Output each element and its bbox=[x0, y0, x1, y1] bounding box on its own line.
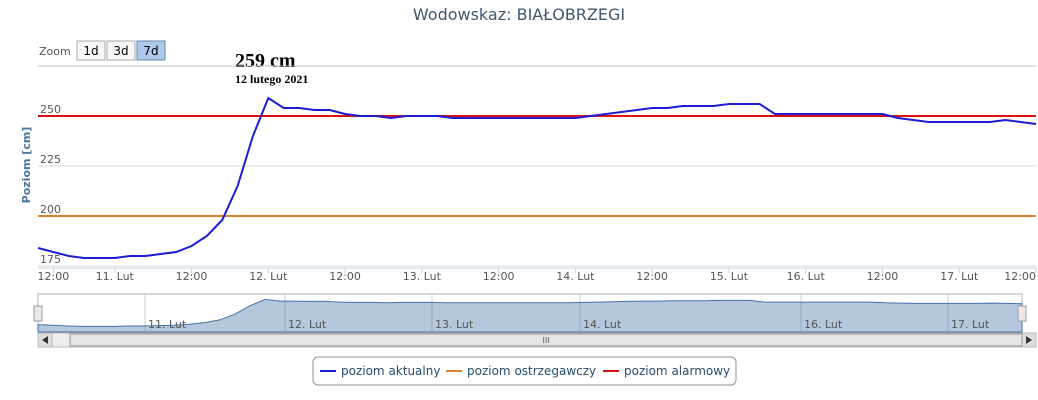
series-line bbox=[37, 96, 1037, 259]
navigator-area bbox=[37, 298, 1023, 333]
x-tick-label: 12:00 bbox=[329, 270, 361, 283]
x-tick-label: 12:00 bbox=[1004, 270, 1036, 283]
y-tick-label: 175 bbox=[40, 253, 61, 266]
navigator-label: 12. Lut bbox=[288, 318, 327, 331]
x-tick-label: 12:00 bbox=[636, 270, 668, 283]
arrow-right bbox=[1026, 336, 1032, 344]
navigator-label: 16. Lut bbox=[804, 318, 843, 331]
x-tick-label: 16. Lut bbox=[787, 270, 826, 283]
y-tick-label: 250 bbox=[40, 103, 61, 116]
y-tick-label: 200 bbox=[40, 203, 61, 216]
navigator-handle[interactable] bbox=[1017, 305, 1027, 322]
zoom-label: Zoom bbox=[39, 45, 71, 58]
navigator-label: 17. Lut bbox=[951, 318, 990, 331]
legend-label[interactable]: poziom alarmowy bbox=[624, 364, 730, 378]
zoom-button-label: 3d bbox=[113, 44, 128, 58]
legend-box bbox=[312, 356, 737, 386]
x-tick-label: 14. Lut bbox=[556, 270, 595, 283]
scrollbar-thumb[interactable] bbox=[69, 333, 1023, 347]
zoom-button[interactable] bbox=[136, 40, 166, 61]
zoom-button[interactable] bbox=[76, 40, 106, 61]
legend-label[interactable]: poziom aktualny bbox=[341, 364, 440, 378]
x-tick-label: 15. Lut bbox=[710, 270, 749, 283]
navigator-label: 13. Lut bbox=[435, 318, 474, 331]
annotation-date: 12 lutego 2021 bbox=[235, 72, 308, 86]
x-tick-label: 12. Lut bbox=[249, 270, 288, 283]
legend-label[interactable]: poziom ostrzegawczy bbox=[467, 364, 596, 378]
x-tick-label: 11. Lut bbox=[96, 270, 135, 283]
x-tick-label: 12:00 bbox=[38, 270, 70, 283]
x-tick-label: 12:00 bbox=[867, 270, 899, 283]
scrollbar-grip: III bbox=[542, 336, 549, 345]
y-axis-title: Poziom [cm] bbox=[20, 127, 33, 204]
navigator-label: 11. Lut bbox=[148, 318, 187, 331]
navigator-handle[interactable] bbox=[33, 305, 43, 322]
zoom-button-label: 7d bbox=[143, 44, 158, 58]
annotation-value: 259 cm bbox=[235, 50, 296, 72]
chart-title: Wodowskaz: BIAŁOBRZEGI bbox=[413, 5, 625, 24]
arrow-left bbox=[42, 336, 48, 344]
navigator-label: 14. Lut bbox=[583, 318, 622, 331]
x-tick-label: 12:00 bbox=[176, 270, 208, 283]
y-tick-label: 225 bbox=[40, 153, 61, 166]
x-tick-label: 13. Lut bbox=[403, 270, 442, 283]
zoom-button-label: 1d bbox=[83, 44, 98, 58]
x-tick-label: 17. Lut bbox=[940, 270, 979, 283]
x-tick-label: 12:00 bbox=[483, 270, 515, 283]
zoom-button[interactable] bbox=[106, 40, 136, 61]
